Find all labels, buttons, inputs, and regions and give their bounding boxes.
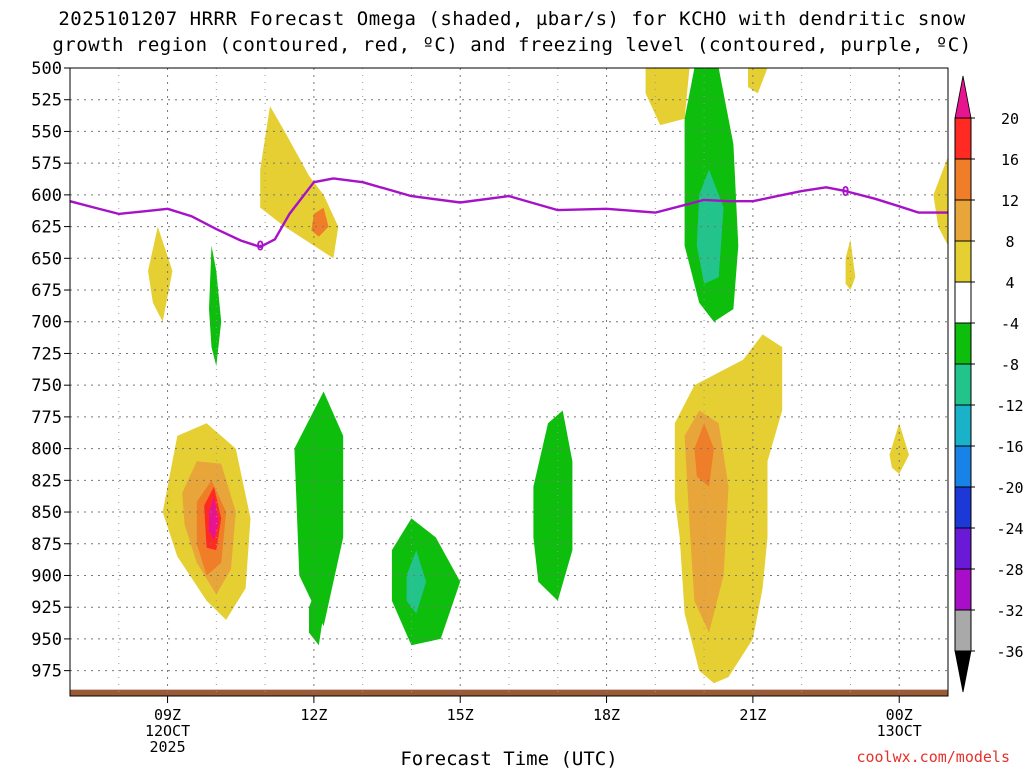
colorbar-top-arrow	[954, 75, 972, 119]
x-tick-label: 09Z	[154, 706, 181, 724]
colorbar-swatch	[955, 282, 971, 323]
x-tick-label: 00Z	[886, 706, 913, 724]
y-tick-label: 675	[31, 281, 62, 301]
omega-area-neg4	[865, 569, 948, 684]
x-tick-label: 12Z	[300, 706, 327, 724]
colorbar-swatch	[955, 200, 971, 241]
x-tick-label: 13OCT	[877, 722, 922, 740]
y-tick-label: 550	[31, 122, 62, 142]
colorbar-label: -36	[996, 643, 1023, 661]
colorbar-label: 8	[1005, 233, 1014, 251]
colorbar-label: -24	[996, 520, 1023, 538]
y-tick-label: 700	[31, 313, 62, 333]
colorbar-swatch	[955, 446, 971, 487]
colorbar-label: -32	[996, 602, 1023, 620]
plot-frame	[69, 67, 949, 697]
omega-area-neg4	[928, 328, 948, 411]
omega-area-neg4	[99, 359, 183, 684]
colorbar-swatch	[955, 569, 971, 610]
x-tick-label: 21Z	[739, 706, 766, 724]
colorbar-label: 4	[1005, 274, 1014, 292]
omega-area-neg4	[148, 68, 597, 684]
y-tick-label: 575	[31, 154, 62, 174]
y-tick-label: 650	[31, 249, 62, 269]
colorbar-label: 16	[1001, 151, 1019, 169]
y-tick-label: 950	[31, 630, 62, 650]
x-tick-label: 2025	[149, 738, 185, 756]
omega-area-neg12	[696, 169, 724, 284]
x-tick-label: 12OCT	[145, 722, 190, 740]
omega-area-pos4	[748, 68, 768, 94]
omega-area-neg8	[533, 410, 573, 601]
chart-title-line-2: growth region (contoured, red, ºC) and f…	[52, 34, 972, 56]
omega-area-neg8	[209, 245, 222, 367]
colorbar-swatch	[955, 364, 971, 405]
y-tick-label: 625	[31, 218, 62, 238]
omega-area-neg4	[323, 68, 368, 107]
omega-area-neg4	[840, 435, 851, 557]
colorbar-label: -28	[996, 561, 1023, 579]
colorbar-label: -8	[1001, 356, 1019, 374]
freezing-level-label: 0	[256, 240, 264, 255]
colorbar-label: -4	[1001, 315, 1019, 333]
omega-area-neg8	[309, 581, 324, 646]
omega-area-pos4	[260, 106, 339, 259]
colorbar-swatch	[955, 118, 971, 159]
colorbar-swatch	[955, 159, 971, 200]
y-tick-label: 900	[31, 566, 62, 586]
x-tick-label: 18Z	[593, 706, 620, 724]
colorbar-label: -16	[996, 438, 1023, 456]
x-axis-label: Forecast Time (UTC)	[400, 748, 617, 768]
y-tick-label: 800	[31, 440, 62, 460]
omega-area-pos4	[148, 226, 173, 322]
y-tick-label: 725	[31, 344, 62, 364]
y-tick-label: 600	[31, 186, 62, 206]
omega-area-neg4	[611, 448, 661, 652]
omega-area-pos4	[933, 156, 948, 246]
y-tick-label: 825	[31, 471, 62, 491]
y-tick-label: 850	[31, 503, 62, 523]
omega-area-pos8	[684, 410, 729, 633]
colorbar-swatch	[955, 323, 971, 364]
colorbar-swatch	[955, 405, 971, 446]
colorbar-label: 12	[1001, 192, 1019, 210]
colorbar-swatch	[955, 528, 971, 569]
freezing-level-line	[70, 177, 948, 249]
colorbar-swatch	[955, 241, 971, 282]
x-tick-label: 15Z	[447, 706, 474, 724]
colorbar-label: 20	[1001, 110, 1019, 128]
colorbar-frame	[954, 117, 972, 652]
omega-area-neg4	[894, 252, 909, 293]
omega-area-pos4	[645, 68, 690, 126]
y-tick-label: 925	[31, 598, 62, 618]
ground-band	[70, 689, 948, 696]
y-tick-label: 500	[31, 59, 62, 79]
colorbar-bottom-arrow	[954, 650, 972, 693]
y-tick-label: 525	[31, 91, 62, 111]
omega-area-neg8	[294, 391, 344, 627]
colorbar-swatch	[955, 610, 971, 651]
omega-area-pos12	[694, 423, 714, 487]
y-tick-label: 750	[31, 376, 62, 396]
y-tick-label: 875	[31, 535, 62, 555]
omega-area-pos12	[311, 207, 329, 237]
chart-title-line-1: 2025101207 HRRR Forecast Omega (shaded, …	[58, 8, 966, 30]
colorbar-label: -12	[996, 397, 1023, 415]
colorbar-label: -20	[996, 479, 1023, 497]
freezing-level-label: 0	[842, 185, 850, 200]
colorbar-swatch	[955, 487, 971, 528]
y-tick-label: 775	[31, 408, 62, 428]
omega-area-pos4	[889, 423, 909, 474]
omega-area-pos20	[209, 496, 219, 540]
y-tick-label: 975	[31, 662, 62, 682]
site-credit: coolwx.com/models	[856, 748, 1010, 766]
